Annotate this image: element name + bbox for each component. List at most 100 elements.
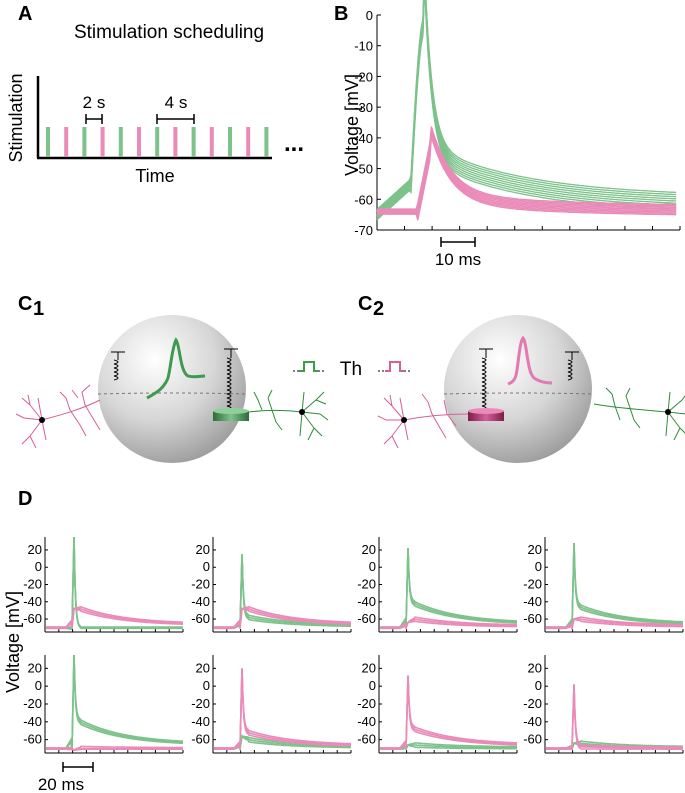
ytick-b: -20 (354, 69, 373, 84)
stimulation-title: Stimulation scheduling (74, 22, 264, 43)
trace-d-pink (546, 684, 683, 750)
ytick-d: -20 (191, 696, 210, 711)
trace-d-pink (214, 668, 351, 751)
trace-d-pink (546, 616, 683, 630)
traces-b (376, 0, 677, 221)
voltage-ylabel-b: Voltage [mV] (342, 74, 362, 176)
trace-d-green (214, 734, 351, 752)
ytick-d: 20 (196, 660, 210, 675)
green-neuron-c1 (248, 389, 329, 441)
trace-d-green (380, 744, 517, 750)
panel-label-b: B (334, 3, 348, 25)
trace-d-green (46, 536, 183, 630)
trace-d-pink (546, 684, 683, 751)
ytick-d: -20 (523, 696, 542, 711)
ytick-d: 20 (528, 542, 542, 557)
ytick-b: -40 (354, 131, 373, 146)
interval-long-bracket (156, 114, 195, 124)
trace-b-green (376, 0, 677, 210)
weak-synapse-spring-c2 (565, 351, 579, 381)
trace-d-pink (214, 668, 351, 749)
ytick-b: -60 (354, 192, 373, 207)
ytick-d: 20 (362, 660, 376, 675)
ytick-b: -30 (354, 100, 373, 115)
voltage-ylabel-d: Voltage [mV] (3, 591, 23, 693)
ytick-b: 0 (366, 8, 373, 23)
ytick-d: -60 (523, 611, 542, 626)
pink-synapse-cylinder-c2 (468, 408, 504, 421)
scalebar-b-label: 10 ms (435, 250, 481, 269)
pink-neuron-c2 (377, 393, 469, 449)
interval-short-label: 2 s (83, 93, 106, 112)
trace-d-green (46, 654, 184, 749)
ytick-d: -20 (191, 577, 210, 592)
green-pulse-symbol (293, 361, 325, 372)
panel-label-c1-sub: 1 (33, 298, 44, 320)
ytick-d: -60 (23, 732, 42, 747)
panel-label-a: A (18, 3, 32, 25)
axes-d: 20 0 -20 -40 -60 20 0 -20 -40 -60 20 0 -20 -40 -60 20 0 -… (23, 537, 684, 754)
ytick-d: 20 (196, 542, 210, 557)
ytick-d: -20 (23, 696, 42, 711)
ytick-d: -20 (23, 577, 42, 592)
ytick-d: -20 (357, 696, 376, 711)
time-xlabel: Time (135, 166, 174, 186)
trace-d-green (546, 542, 684, 628)
traces-d (46, 536, 684, 752)
trace-b-pink (377, 126, 677, 210)
stimulation-ylabel: Stimulation (6, 73, 26, 162)
green-neuron-soma-c2 (665, 409, 671, 415)
ytick-d: 0 (535, 678, 542, 693)
pink-neuron-soma-c1 (39, 417, 45, 423)
ytick-d: -60 (523, 732, 542, 747)
ytick-d: -40 (23, 714, 42, 729)
ytick-d: -60 (357, 611, 376, 626)
ytick-d: 0 (369, 678, 376, 693)
ytick-d: -40 (357, 714, 376, 729)
panel-label-c1: C (18, 293, 32, 315)
scalebar-d (62, 762, 94, 772)
trace-d-green (380, 743, 517, 751)
ytick-d: -40 (191, 714, 210, 729)
panel-label-d: D (18, 488, 32, 510)
trace-d-pink (546, 684, 683, 750)
ytick-d: -60 (191, 611, 210, 626)
trace-d-pink (214, 606, 351, 628)
ytick-d: -60 (357, 732, 376, 747)
green-synapse-cylinder-c1 (213, 408, 249, 421)
ytick-d: 20 (528, 660, 542, 675)
trace-d-green (46, 654, 184, 751)
ytick-d: -40 (523, 594, 542, 609)
neuron-sphere-c1 (97, 315, 247, 463)
ytick-d: -40 (523, 714, 542, 729)
neuron-sphere-c2 (443, 315, 593, 463)
green-neuron-soma-c1 (299, 409, 305, 415)
trace-d-green (46, 536, 183, 628)
trace-d-green (46, 654, 183, 750)
thalamus-label: Th (340, 359, 362, 380)
ytick-d: -20 (357, 577, 376, 592)
axes-b: 0 -10 -20 -30 -40 -50 -60 -70 (354, 8, 681, 238)
trace-d-green (380, 548, 518, 628)
large-epsp-trace-c1 (146, 337, 206, 400)
ytick-d: 0 (35, 559, 42, 574)
ytick-d: 0 (203, 559, 210, 574)
ytick-d: 20 (28, 542, 42, 557)
trace-d-pink (46, 747, 183, 752)
ytick-b: -10 (354, 39, 373, 54)
continuation-ellipsis: ... (284, 130, 304, 157)
ytick-d: -40 (191, 594, 210, 609)
ytick-d: 0 (369, 559, 376, 574)
ytick-d: -40 (23, 594, 42, 609)
ytick-d: 0 (535, 559, 542, 574)
ytick-d: -40 (357, 594, 376, 609)
trace-d-pink (380, 675, 518, 749)
trace-d-pink (380, 675, 517, 750)
pink-neuron-c1 (15, 384, 101, 449)
stimulation-pulses (46, 127, 269, 157)
panel-label-c2: C (358, 293, 372, 315)
ytick-d: 0 (35, 678, 42, 693)
ytick-b: -50 (354, 162, 373, 177)
weak-synapse-spring-c1 (111, 351, 125, 381)
